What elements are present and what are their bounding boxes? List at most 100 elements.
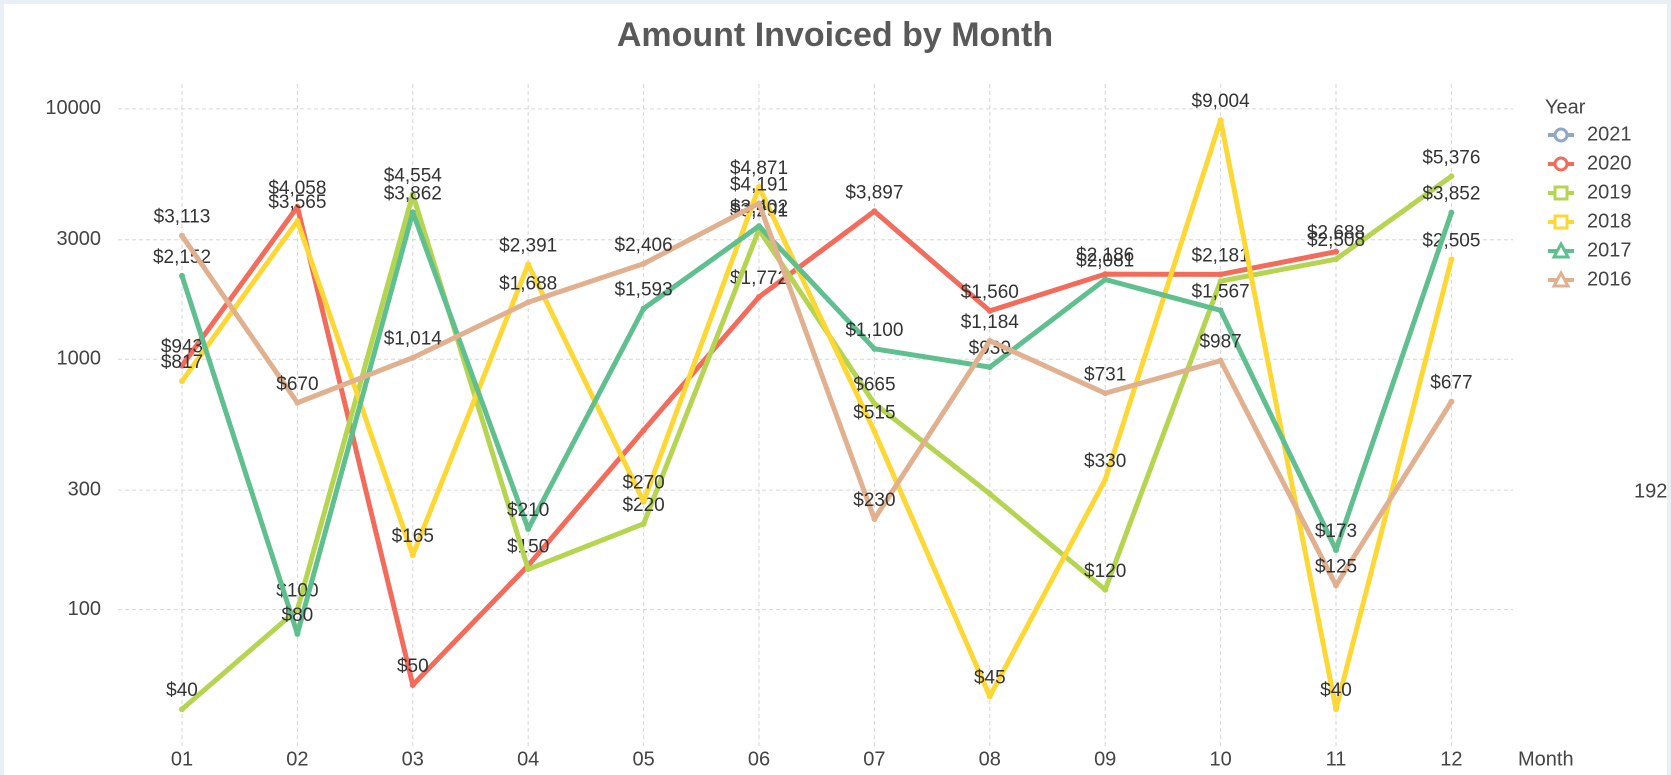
data-point <box>1217 278 1224 285</box>
data-label: $2,152 <box>153 247 211 268</box>
data-point <box>871 208 878 215</box>
data-point <box>986 693 993 700</box>
data-point <box>525 299 532 306</box>
data-label: $3,565 <box>268 192 326 213</box>
data-label: $173 <box>1315 521 1357 542</box>
legend-label: 2016 <box>1587 268 1632 290</box>
data-label: $125 <box>1315 556 1357 577</box>
data-point <box>871 400 878 407</box>
series-line <box>179 209 1454 637</box>
legend-label: 2017 <box>1587 239 1632 261</box>
data-label: $670 <box>276 374 318 395</box>
x-tick-label: 07 <box>863 748 885 770</box>
x-tick-label: 01 <box>171 748 193 770</box>
x-tick-label: 05 <box>632 748 654 770</box>
data-point <box>525 566 532 573</box>
data-point <box>640 260 647 267</box>
data-label: $2,181 <box>1192 245 1250 266</box>
data-label: $330 <box>1084 451 1126 472</box>
data-label: $665 <box>853 375 895 396</box>
data-point <box>986 337 993 344</box>
data-label: $1,688 <box>499 273 557 294</box>
data-point <box>1217 271 1224 278</box>
data-point <box>986 490 993 497</box>
data-label: $1,184 <box>961 312 1020 333</box>
data-point <box>1448 398 1455 405</box>
data-point <box>871 345 878 352</box>
data-label: $1,593 <box>615 280 673 301</box>
data-point <box>1333 706 1339 713</box>
data-point <box>179 706 185 713</box>
legend-marker <box>1553 214 1569 230</box>
legend-marker <box>1553 156 1569 172</box>
data-label: $2,406 <box>615 235 673 256</box>
x-tick-label: 06 <box>748 748 770 770</box>
data-label: $2,186 <box>1076 245 1134 266</box>
data-label: $1,567 <box>1192 281 1250 302</box>
data-label: $2,688 <box>1307 223 1365 244</box>
data-label: $1,560 <box>961 282 1019 303</box>
data-point <box>871 516 878 523</box>
data-point <box>409 552 416 559</box>
x-tick-label: 08 <box>979 748 1001 770</box>
x-axis-label: Month <box>1518 748 1574 770</box>
data-label: $1,100 <box>845 320 903 341</box>
legend-marker <box>1551 269 1571 288</box>
data-point <box>756 184 762 191</box>
data-label: $677 <box>1430 373 1472 394</box>
data-point <box>1333 546 1339 553</box>
data-point <box>1217 307 1224 314</box>
data-label: $80 <box>282 605 314 626</box>
data-label: $2,081 <box>1076 251 1134 272</box>
legend-title: Year <box>1545 96 1586 118</box>
data-point <box>409 209 416 216</box>
data-label: $9,004 <box>1192 91 1251 112</box>
data-point <box>294 606 301 613</box>
data-point <box>525 525 532 532</box>
data-point <box>294 630 301 637</box>
data-point <box>1102 586 1109 593</box>
x-tick-label: 02 <box>286 748 308 770</box>
y-tick-label: 1000 <box>57 347 102 369</box>
data-label: $220 <box>622 495 664 516</box>
legend-label: 2021 <box>1587 123 1632 145</box>
data-point <box>1102 476 1109 483</box>
data-point <box>179 272 185 279</box>
data-point <box>640 305 647 312</box>
data-point <box>1333 248 1339 255</box>
data-point <box>1217 117 1224 124</box>
data-label: $40 <box>1320 680 1352 701</box>
y-tick-label: 3000 <box>57 228 102 250</box>
data-point <box>525 261 532 268</box>
data-point <box>1102 276 1109 283</box>
legend-label: 2019 <box>1587 181 1632 203</box>
data-label: $210 <box>507 500 549 521</box>
data-point <box>409 354 416 361</box>
data-point <box>1448 256 1455 263</box>
data-point <box>756 293 762 300</box>
data-label: $817 <box>161 352 203 373</box>
x-tick-label: 03 <box>402 748 424 770</box>
data-label: $4,554 <box>384 165 443 186</box>
data-label: $3,113 <box>154 207 211 228</box>
data-label: $40 <box>166 680 198 701</box>
data-point <box>1217 357 1224 364</box>
chart-title: Amount Invoiced by Month <box>617 16 1053 54</box>
data-point <box>986 364 993 371</box>
data-point <box>179 232 185 239</box>
legend-label: 2018 <box>1587 210 1632 232</box>
x-tick-label: 04 <box>517 748 539 770</box>
x-tick-label: 09 <box>1094 748 1116 770</box>
data-point <box>294 203 301 210</box>
data-point <box>294 217 301 224</box>
legend-marker <box>1551 240 1571 259</box>
data-label: $2,391 <box>499 235 557 256</box>
data-point <box>640 520 647 527</box>
data-label: $165 <box>392 526 434 547</box>
data-point <box>1333 256 1339 263</box>
data-label: $3,852 <box>1422 184 1480 205</box>
legend-marker <box>1553 185 1569 201</box>
series-line <box>179 200 1454 588</box>
data-point <box>1102 390 1109 397</box>
data-label: $515 <box>853 402 895 423</box>
